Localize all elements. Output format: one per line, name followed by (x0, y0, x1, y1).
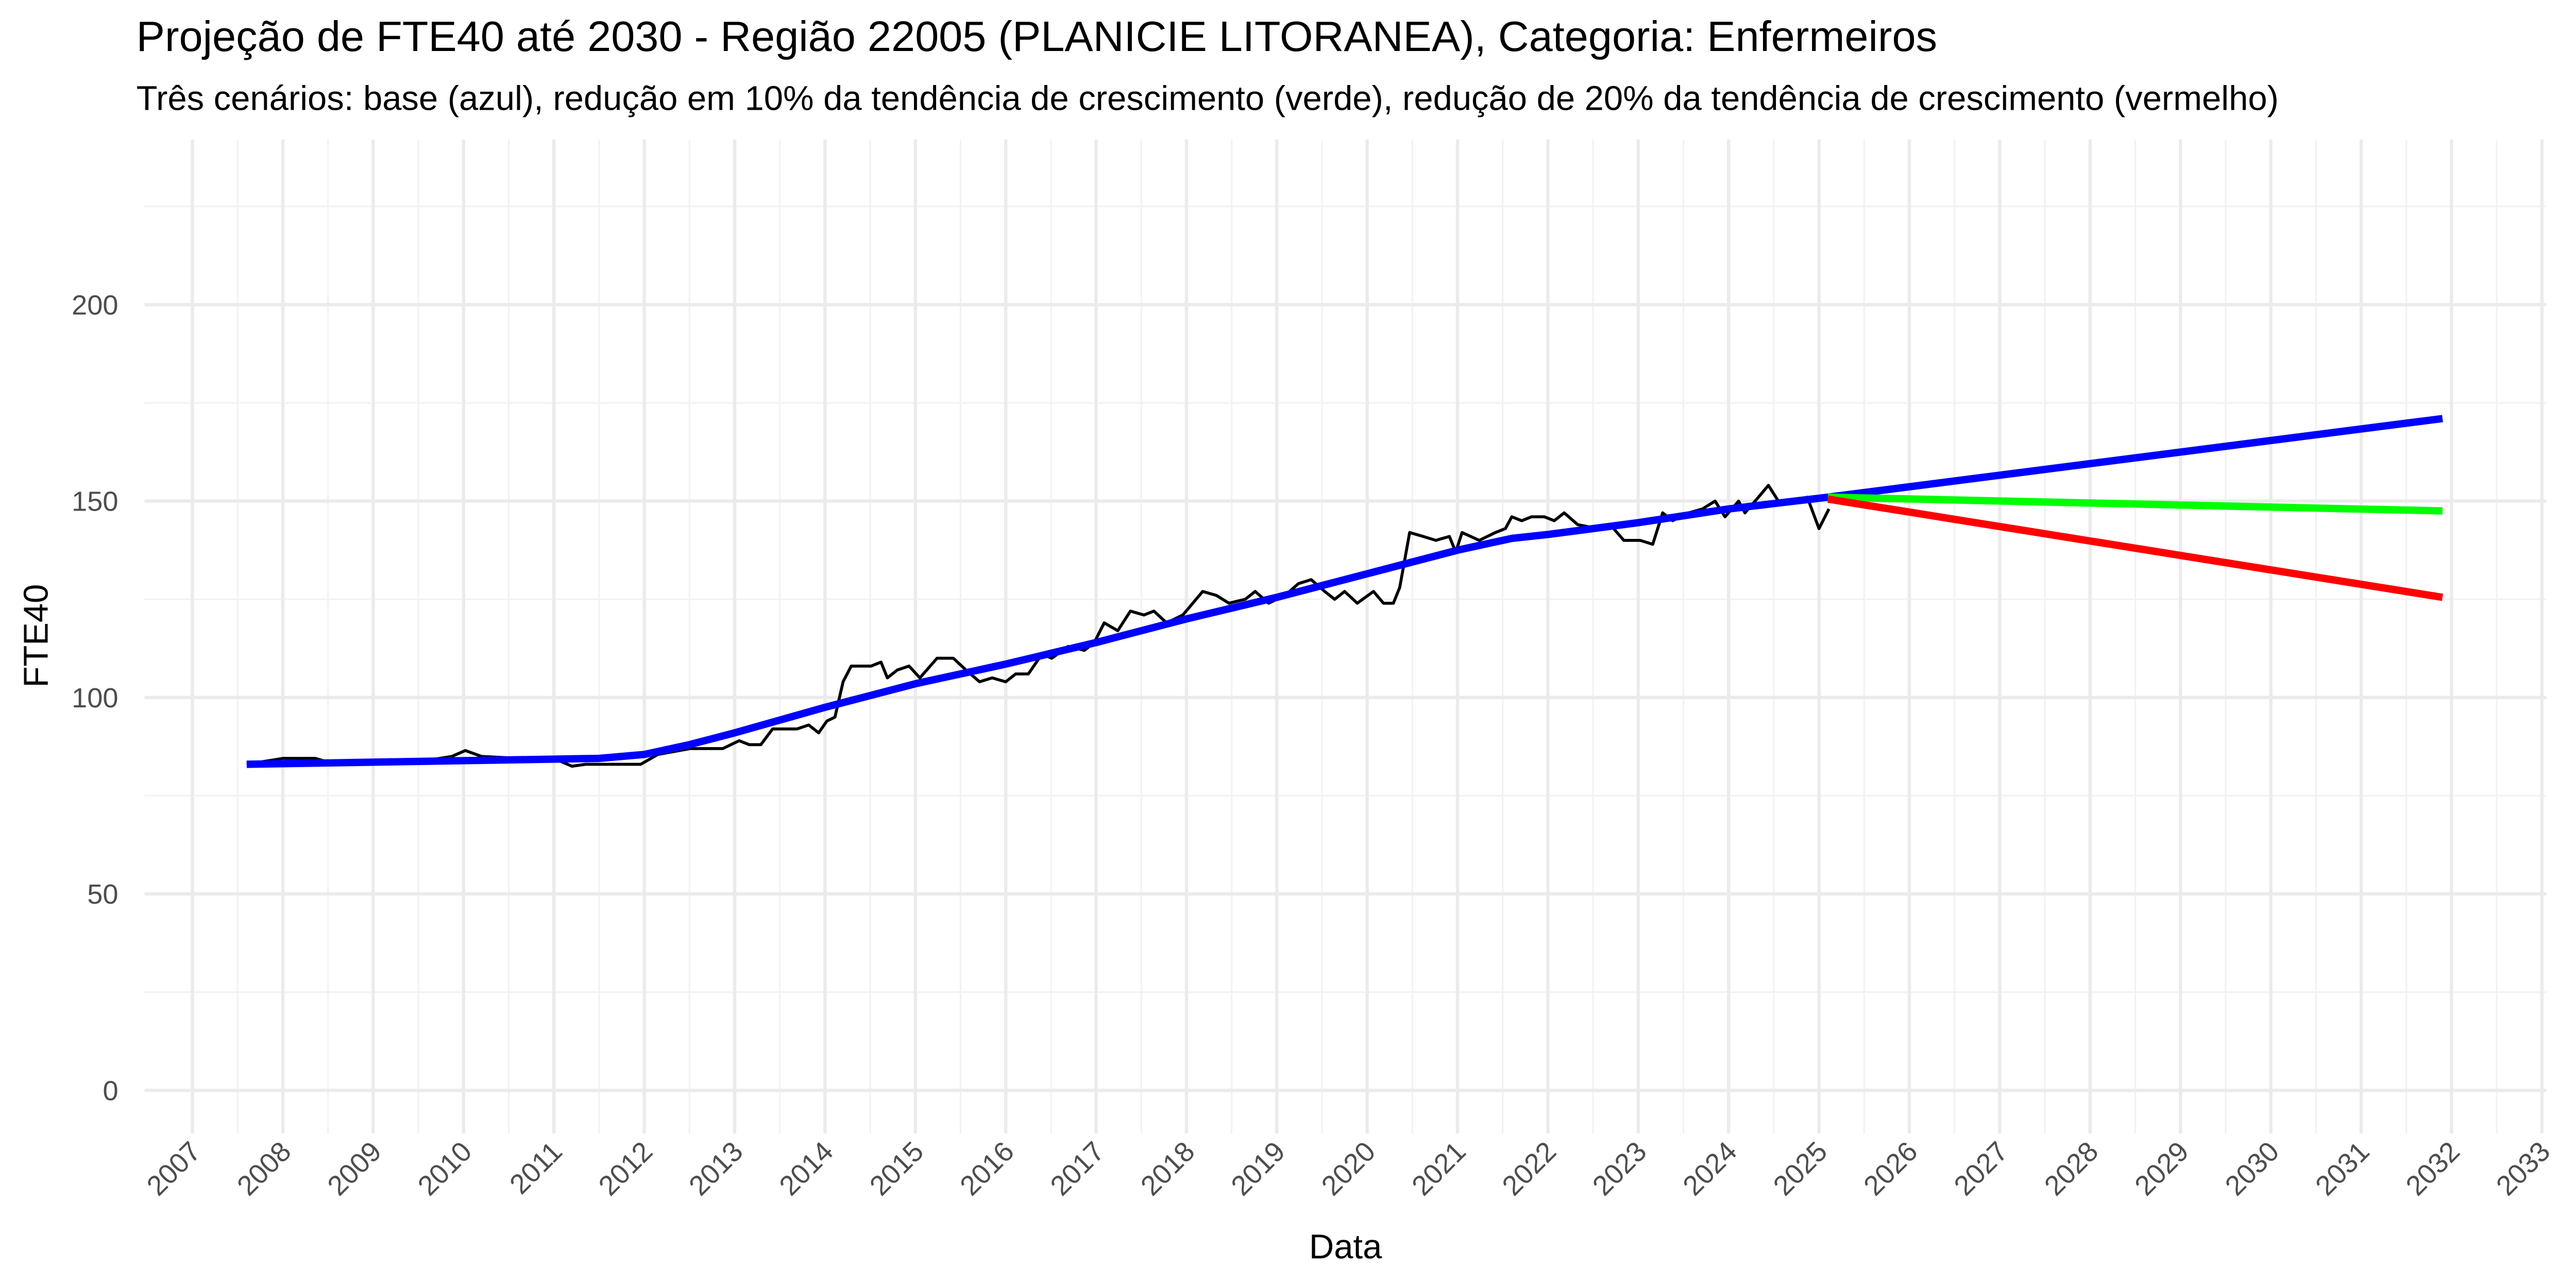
y-tick-label: 0 (103, 1076, 118, 1107)
series-line (1828, 493, 2443, 515)
x-axis-label: Data (1309, 1228, 1382, 1266)
series-line (246, 484, 1831, 768)
y-tick-label: 200 (72, 290, 118, 320)
series-line (1827, 495, 2444, 601)
chart-subtitle: Três cenários: base (azul), redução em 1… (137, 79, 2279, 118)
series-line (246, 415, 2443, 768)
marks (246, 415, 2444, 768)
y-tick-label: 150 (72, 486, 118, 517)
y-tick-label: 50 (87, 879, 118, 910)
y-axis-label: FTE40 (16, 584, 55, 688)
y-tick-label: 100 (72, 683, 118, 714)
grid (144, 140, 2547, 1134)
chart-title: Projeção de FTE40 até 2030 - Região 2200… (137, 12, 1937, 60)
